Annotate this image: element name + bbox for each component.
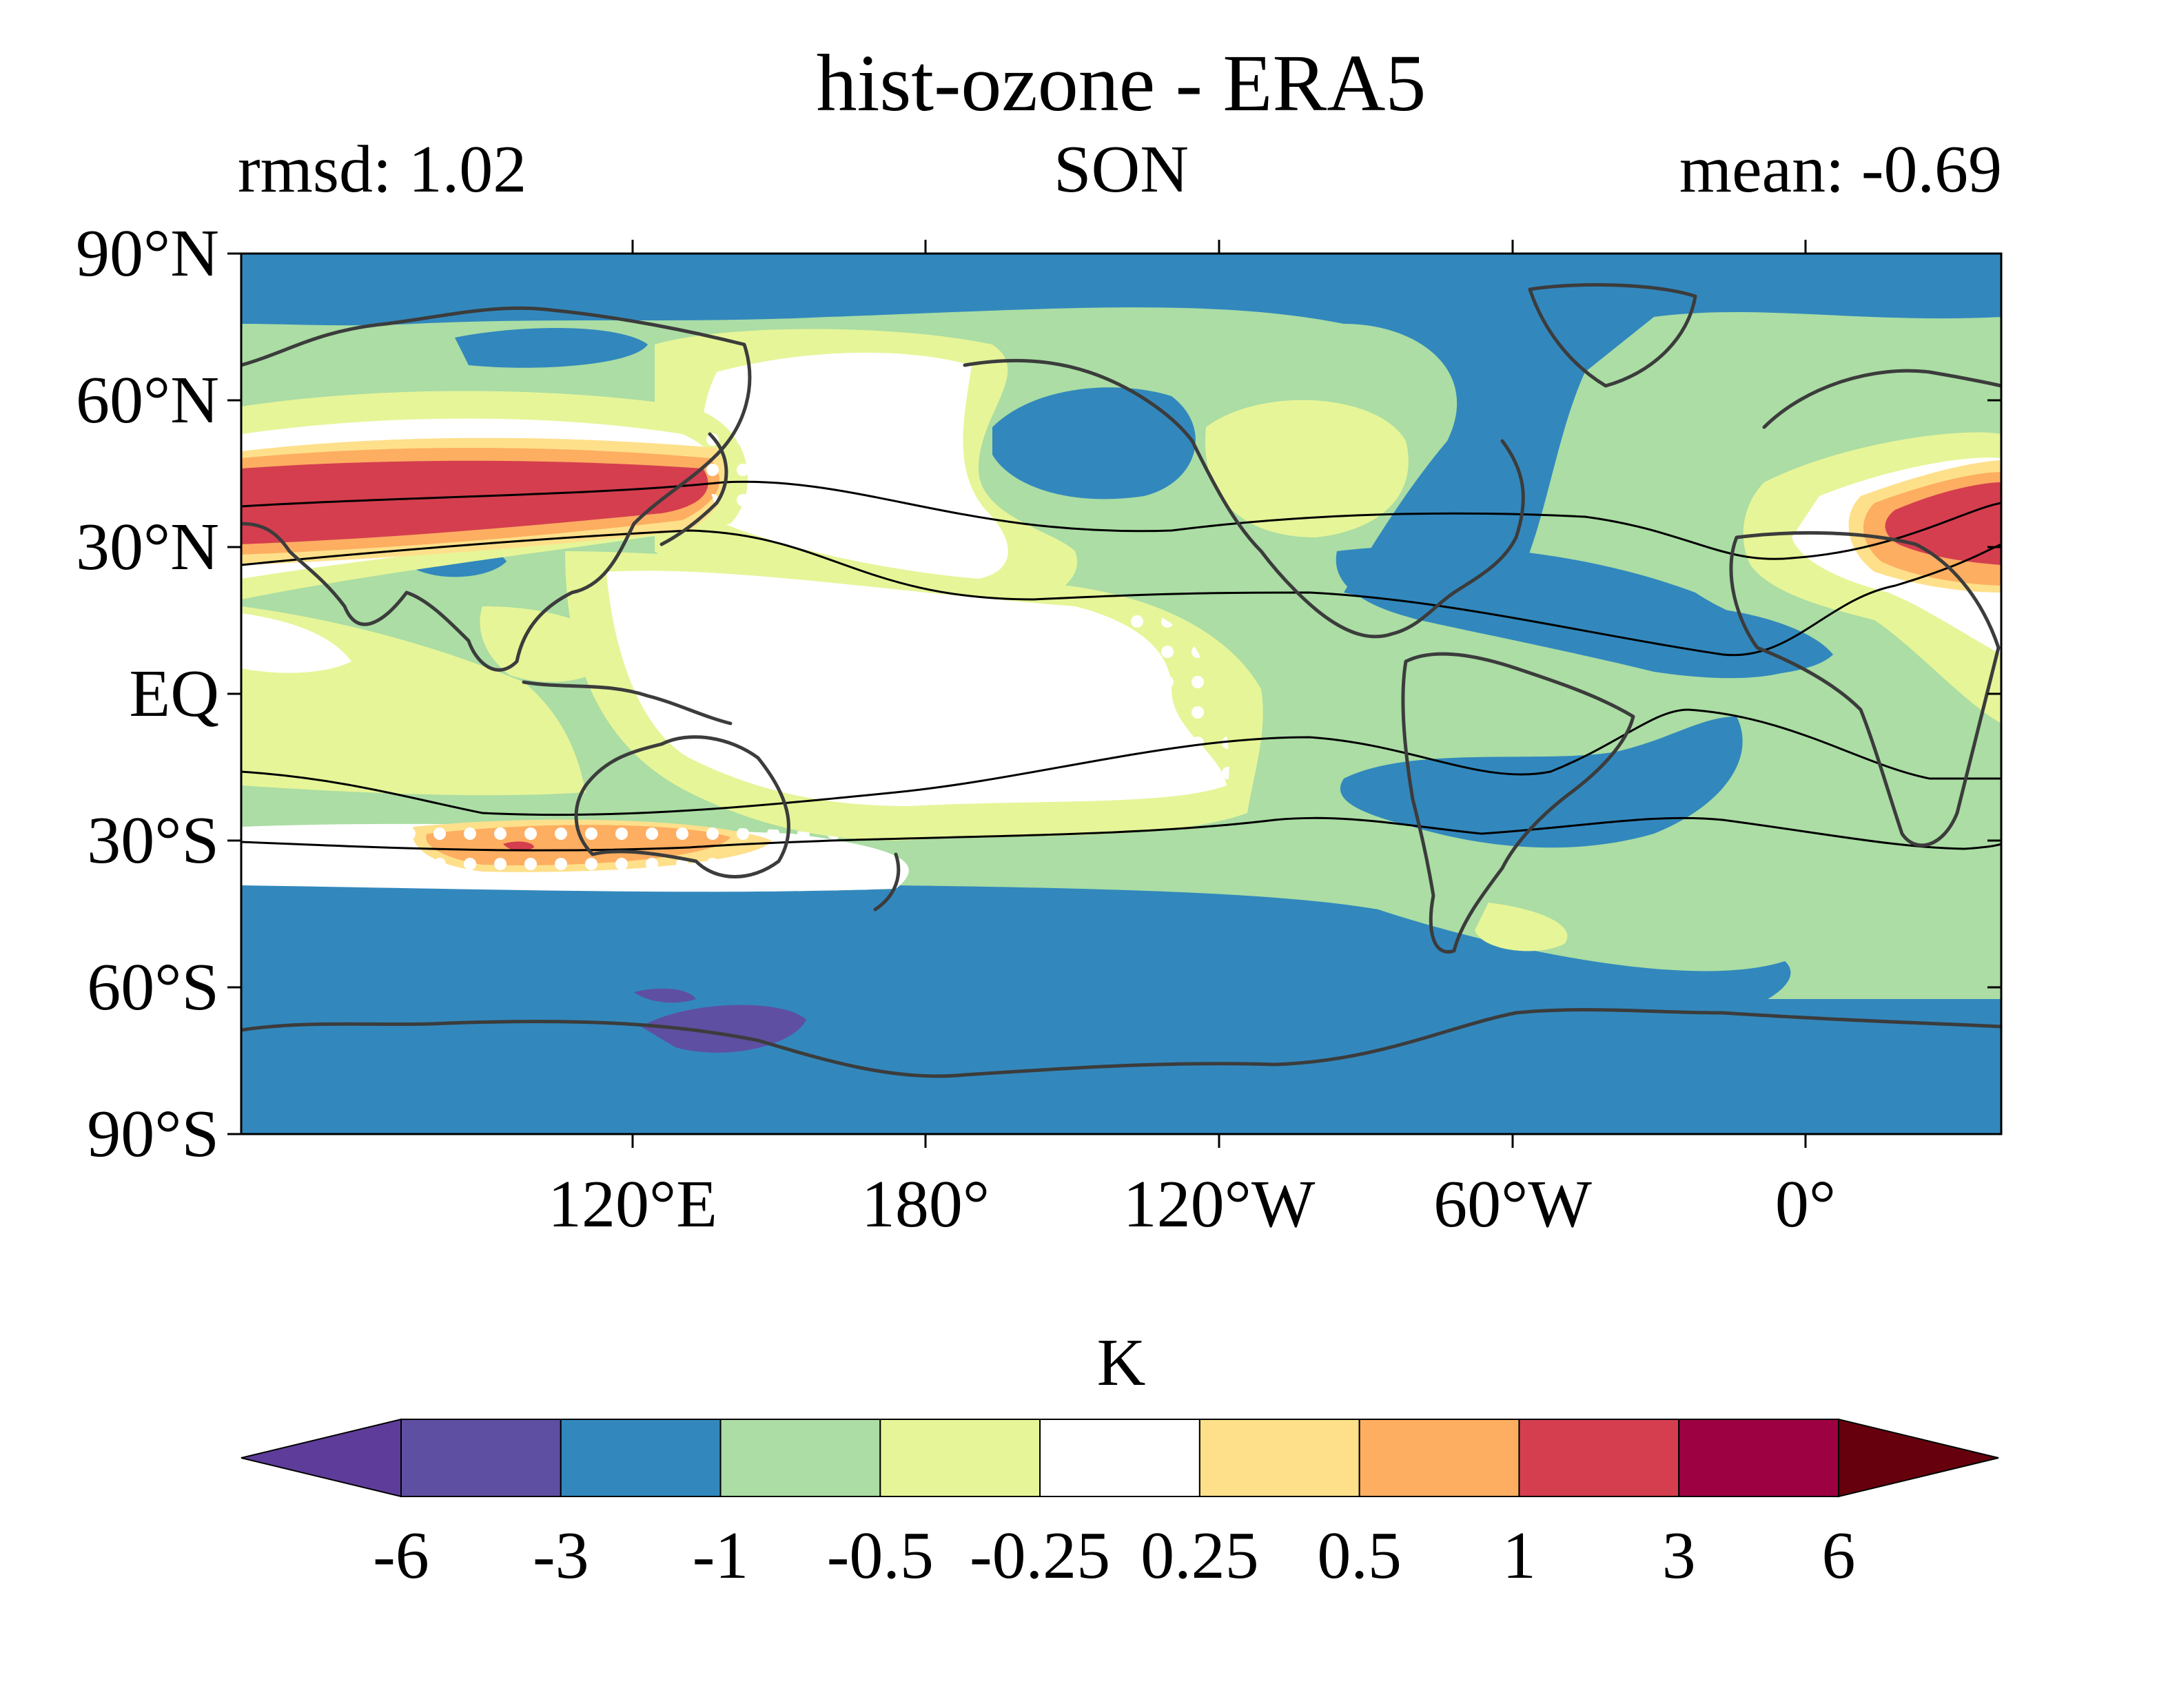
lat-label-eq: EQ bbox=[129, 657, 219, 731]
lat-labels: 90°N 60°N 30°N EQ 30°S 60°S 90°S bbox=[76, 216, 219, 1171]
lat-label-90n: 90°N bbox=[76, 216, 219, 291]
chart-title: hist-ozone - ERA5 bbox=[817, 38, 1426, 128]
region-southern-ocean bbox=[241, 885, 1791, 1036]
coast-japan bbox=[659, 432, 728, 546]
colorbar-tick-label: 0.25 bbox=[1141, 1519, 1259, 1593]
colorbar-tick-label: -0.25 bbox=[970, 1519, 1110, 1593]
colorbar-tick-label: -6 bbox=[373, 1519, 429, 1593]
colorbar-extend-low bbox=[241, 1418, 402, 1498]
region-n-america-yellow bbox=[1205, 400, 1409, 537]
colorbar-cell bbox=[879, 1419, 1041, 1497]
colorbar-tick-label: -3 bbox=[533, 1519, 589, 1593]
jet-contours bbox=[241, 480, 2001, 852]
colorbar-tick-label: 3 bbox=[1662, 1519, 1696, 1593]
colorbar-cell bbox=[560, 1419, 722, 1497]
stippling bbox=[241, 352, 1229, 892]
lat-label-60s: 60°S bbox=[87, 950, 219, 1025]
colorbar-label: K bbox=[1097, 1326, 1146, 1400]
region-siberia bbox=[455, 328, 648, 368]
region-indian-white bbox=[241, 613, 351, 673]
coastlines bbox=[241, 282, 2001, 1078]
lon-axis bbox=[631, 240, 1807, 1148]
colorbar-extend-high bbox=[1838, 1418, 1999, 1498]
colorbar-cell bbox=[1358, 1419, 1520, 1497]
lon-label-0: 0° bbox=[1775, 1167, 1836, 1242]
coast-africa bbox=[1729, 531, 2001, 847]
sh-jet-south bbox=[241, 816, 2001, 852]
sh-jet-north bbox=[241, 708, 2001, 816]
region-antarctic-strong bbox=[634, 988, 806, 1053]
colorbar-cells bbox=[241, 1418, 1999, 1498]
lat-label-30n: 30°N bbox=[76, 510, 219, 584]
coast-n-america bbox=[1190, 439, 1525, 639]
colorbar-tick-label: -1 bbox=[693, 1519, 749, 1593]
lat-axis bbox=[227, 252, 2001, 1135]
coast-antarctica bbox=[241, 1008, 2001, 1078]
lat-label-30s: 30°S bbox=[87, 803, 219, 878]
region-n-pacific bbox=[992, 387, 1196, 500]
colorbar-cell bbox=[1039, 1419, 1200, 1497]
colorbar-tick-label: 6 bbox=[1822, 1519, 1856, 1593]
nh-jet-south bbox=[241, 529, 2001, 657]
lat-label-60n: 60°N bbox=[76, 363, 219, 438]
lon-label-60w: 60°W bbox=[1433, 1167, 1592, 1242]
region-asia-jet-red bbox=[241, 460, 708, 544]
region-s-pacific-pos bbox=[1475, 903, 1568, 951]
coast-s-america bbox=[1401, 652, 1635, 954]
lon-labels: 120°E 180° 120°W 60°W 0° bbox=[548, 1167, 1836, 1242]
coast-australia bbox=[574, 735, 790, 878]
colorbar-tick-label: 1 bbox=[1502, 1519, 1536, 1593]
colorbar: K -6 -3 -1 -0.5 -0.25 0.25 0.5 1 3 6 bbox=[241, 1326, 1999, 1593]
mean-label: mean: -0.69 bbox=[1679, 132, 2002, 207]
colorbar-tick-label: -0.5 bbox=[827, 1519, 934, 1593]
colorbar-cell bbox=[719, 1419, 881, 1497]
coast-nz bbox=[873, 852, 901, 912]
lon-label-180: 180° bbox=[861, 1167, 990, 1242]
map-panel bbox=[241, 254, 2001, 1134]
lat-label-90s: 90°S bbox=[87, 1097, 219, 1171]
region-s-atlantic bbox=[1340, 717, 1743, 848]
colorbar-cell bbox=[1198, 1419, 1360, 1497]
coast-europe bbox=[1762, 369, 2001, 429]
coast-greenland bbox=[1528, 282, 1697, 388]
coast-indonesia bbox=[522, 680, 733, 726]
region-arctic bbox=[241, 254, 2001, 611]
colorbar-cell bbox=[1678, 1419, 1839, 1497]
lon-label-120e: 120°E bbox=[548, 1167, 717, 1242]
colorbar-tick-labels: -6 -3 -1 -0.5 -0.25 0.25 0.5 1 3 6 bbox=[373, 1519, 1855, 1593]
lon-label-120w: 120°W bbox=[1123, 1167, 1316, 1242]
colorbar-tick-label: 0.5 bbox=[1317, 1519, 1402, 1593]
region-tropical-pacific-white bbox=[606, 570, 1227, 806]
colorbar-cell bbox=[400, 1419, 562, 1497]
season-label: SON bbox=[1054, 132, 1189, 207]
region-antarctica bbox=[241, 999, 2001, 1134]
rmsd-label: rmsd: 1.02 bbox=[238, 132, 526, 207]
coast-eurasia bbox=[241, 306, 752, 672]
coast-alaska bbox=[963, 358, 1194, 443]
colorbar-cell bbox=[1518, 1419, 1680, 1497]
